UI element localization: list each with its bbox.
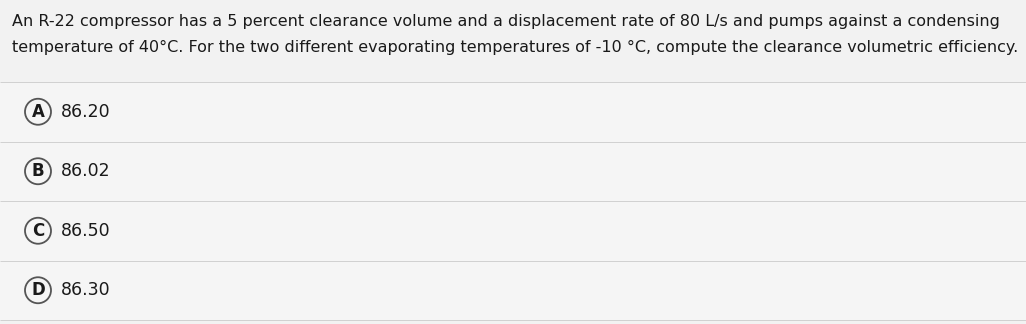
Text: 86.20: 86.20 <box>61 103 111 121</box>
Text: C: C <box>32 222 44 240</box>
Bar <box>0 82 1026 142</box>
Text: 86.30: 86.30 <box>61 281 111 299</box>
Text: 86.02: 86.02 <box>61 162 111 180</box>
Text: An R-22 compressor has a 5 percent clearance volume and a displacement rate of 8: An R-22 compressor has a 5 percent clear… <box>12 14 1000 29</box>
Bar <box>0 201 1026 260</box>
Bar <box>0 142 1026 201</box>
Text: temperature of 40°C. For the two different evaporating temperatures of -10 °C, c: temperature of 40°C. For the two differe… <box>12 40 1018 55</box>
Text: A: A <box>32 103 44 121</box>
Text: 86.50: 86.50 <box>61 222 111 240</box>
Ellipse shape <box>25 158 51 184</box>
Bar <box>0 260 1026 320</box>
Text: D: D <box>31 281 45 299</box>
Ellipse shape <box>25 277 51 303</box>
Text: B: B <box>32 162 44 180</box>
Ellipse shape <box>25 218 51 244</box>
Ellipse shape <box>25 99 51 125</box>
